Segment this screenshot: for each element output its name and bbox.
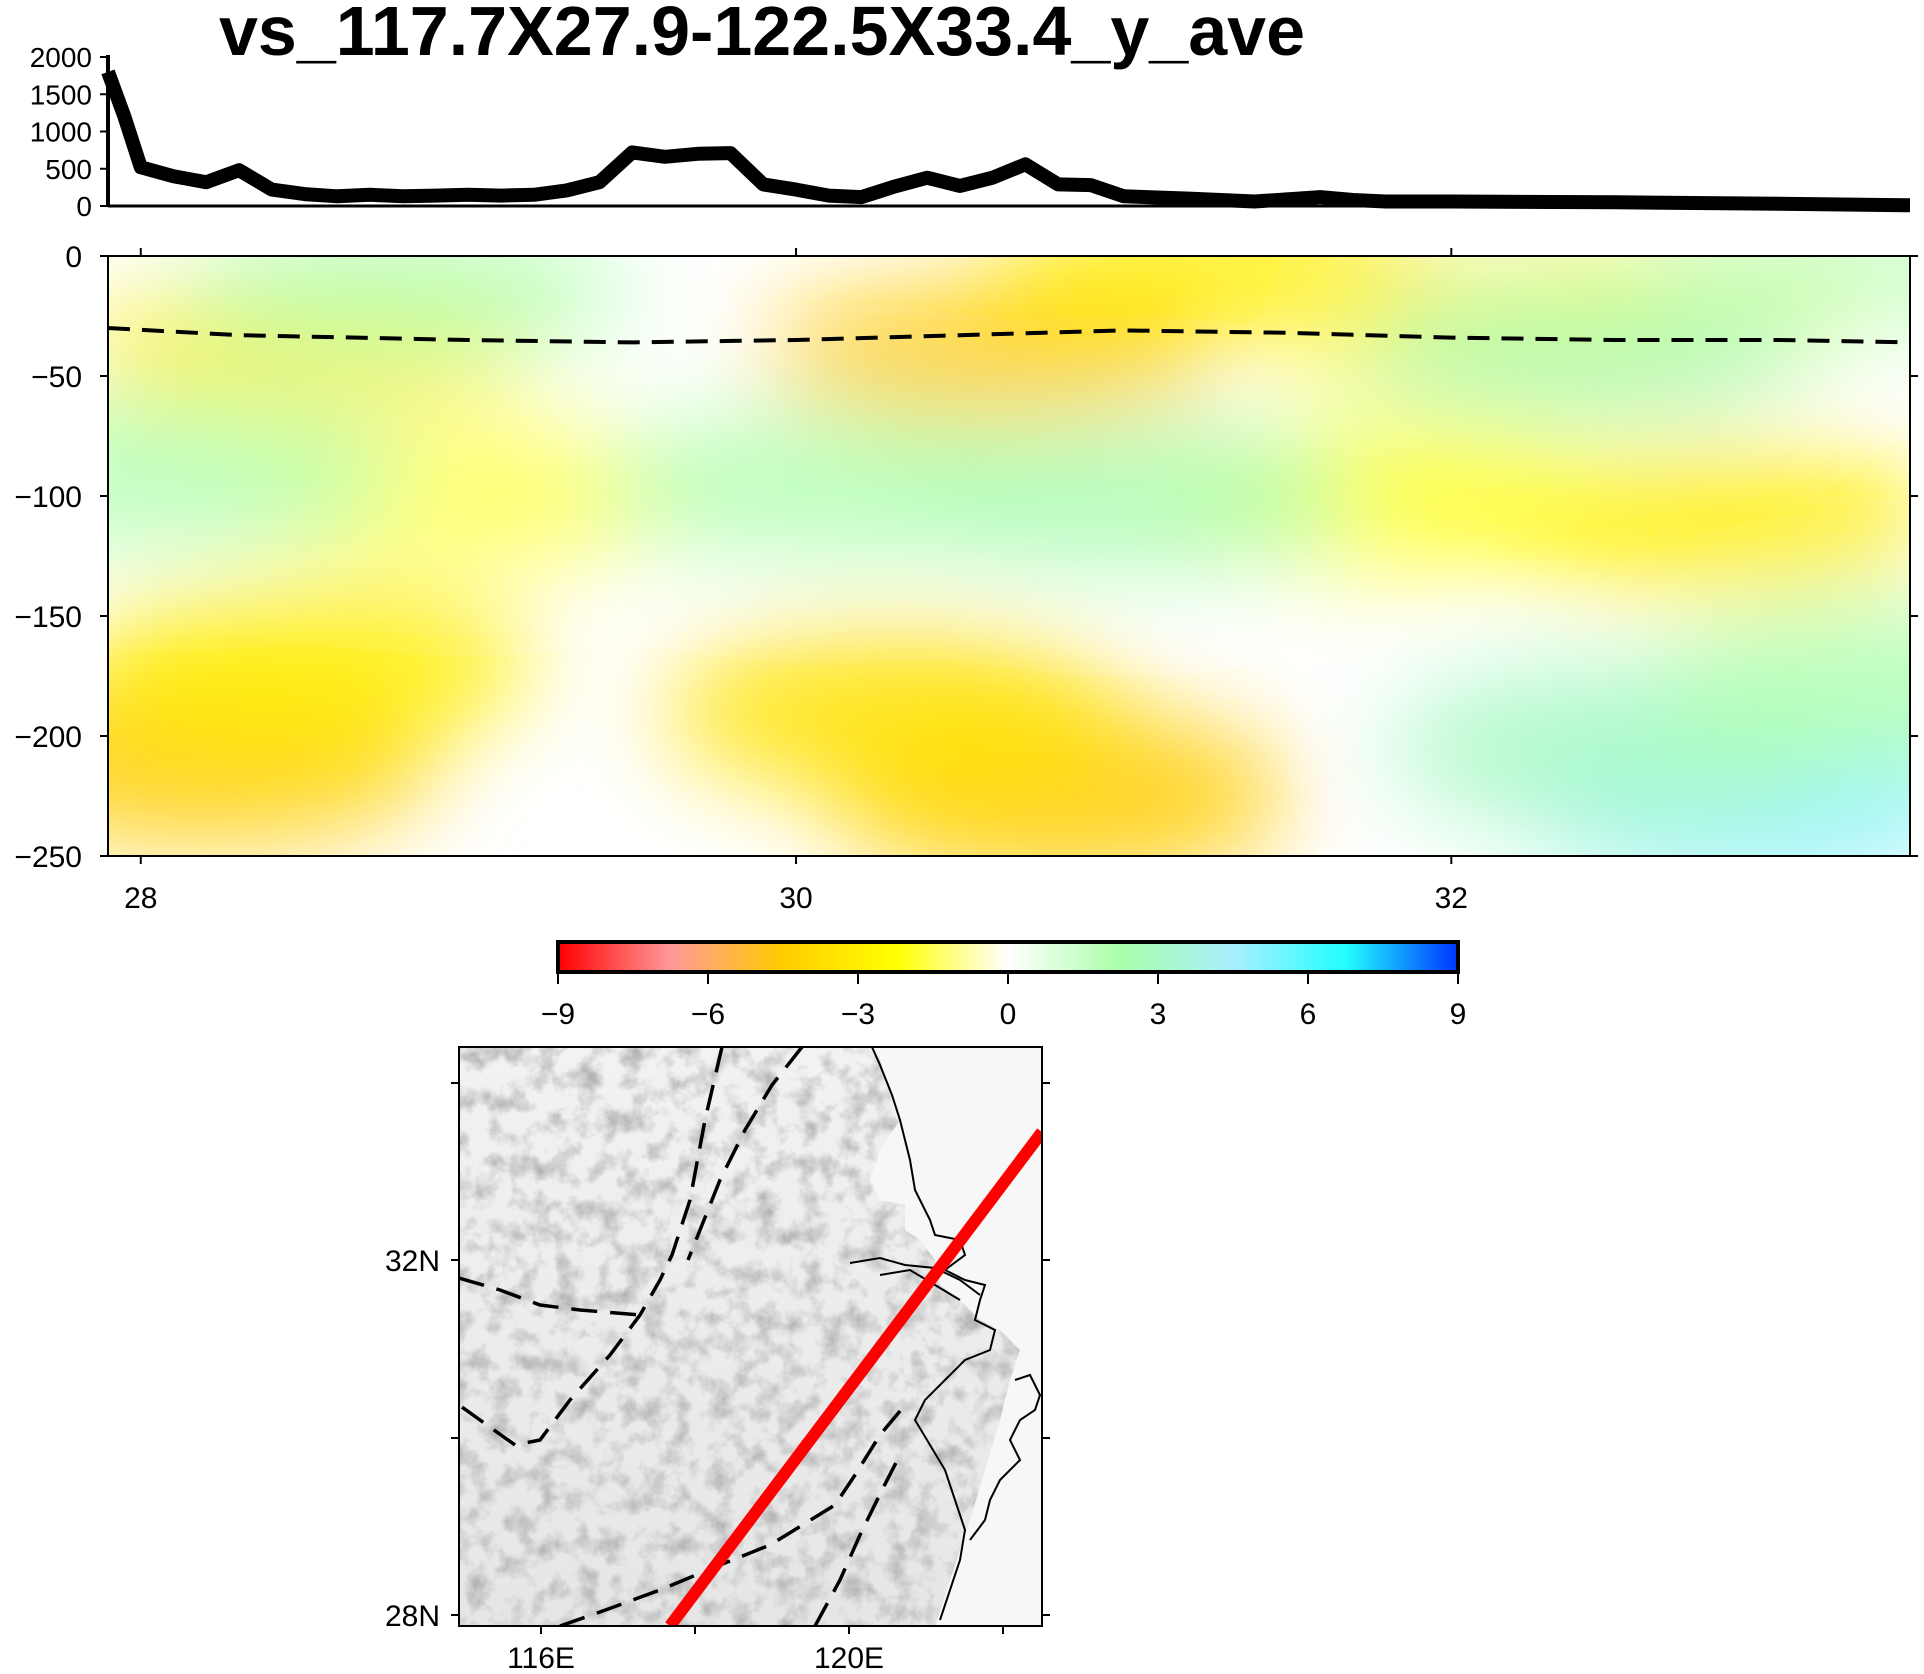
- colorbar-ticks: −9 −6 −3 0 3 6 9: [541, 972, 1466, 1031]
- topography-y-tick-label: 500: [45, 154, 92, 185]
- colorbar-tick-label: 6: [1300, 998, 1317, 1031]
- topography-line: [101, 69, 1911, 213]
- anomaly-patch: [1647, 256, 1910, 331]
- topography-chart: 2000 1500 1000 500 0: [30, 42, 1911, 222]
- anomaly-patch: [1647, 604, 1910, 772]
- anomaly-patch: [1352, 285, 1813, 419]
- velocity-anomaly-field: [108, 256, 1910, 856]
- topography-y-tick-label: 1000: [30, 117, 92, 148]
- section-x-tick-label: 32: [1435, 882, 1468, 915]
- section-y-tick-label: −250: [14, 841, 82, 874]
- section-y-tick-label: −200: [14, 721, 82, 754]
- section-y-tick-label: −50: [31, 361, 82, 394]
- fault-line-5: [813, 1454, 902, 1626]
- topography-y-tick-label: 2000: [30, 42, 92, 73]
- coastline: [871, 1047, 997, 1621]
- section-x-tick-label: 28: [124, 882, 157, 915]
- colorbar: −9 −6 −3 0 3 6 9: [541, 940, 1466, 1031]
- section-y-tick-label: −100: [14, 481, 82, 514]
- anomaly-patch: [992, 256, 1452, 331]
- fault-line-2: [686, 1047, 804, 1261]
- map-lat-tick-label: 32N: [385, 1245, 440, 1278]
- location-map: 116E 120E 32N 28N: [385, 1046, 1050, 1674]
- island-outline: [969, 1373, 1042, 1541]
- topography-y-ticks: 2000 1500 1000 500 0: [30, 42, 108, 222]
- section-y-tick-label: −150: [14, 601, 82, 634]
- colorbar-tick-label: −3: [841, 998, 875, 1031]
- anomaly-patch: [172, 256, 633, 356]
- section-frame: [107, 255, 1911, 857]
- topography-y-tick-label: 1500: [30, 79, 92, 110]
- moho-line: [108, 326, 1910, 345]
- yangtze-estuary: [849, 1256, 981, 1301]
- anomaly-patch: [893, 422, 1354, 570]
- colorbar-tick-label: −6: [691, 998, 725, 1031]
- map-lat-tick-label: 28N: [385, 1600, 440, 1633]
- colorbar-tick-label: 3: [1150, 998, 1167, 1031]
- section-y-ticks: 0 −50 −100 −150 −200 −250: [14, 241, 1918, 874]
- fault-line-3: [459, 1276, 641, 1317]
- anomaly-patch: [108, 581, 535, 747]
- map-lon-tick-label: 120E: [814, 1642, 884, 1674]
- colorbar-bar: [556, 940, 1460, 974]
- topography-y-tick-label: 0: [76, 191, 92, 222]
- anomaly-patch: [664, 627, 1125, 797]
- profile-line: [665, 1128, 1042, 1626]
- map-lon-tick-label: 116E: [507, 1642, 575, 1674]
- anomaly-patch: [108, 399, 404, 545]
- section-y-tick-label: 0: [65, 241, 82, 274]
- section-x-ticks: 28 30 32: [124, 248, 1468, 915]
- chart-title: vs_117.7X27.9-122.5X33.4_y_ave: [219, 0, 1305, 70]
- fault-line-1: [459, 1047, 724, 1447]
- fault-line-4: [559, 1403, 907, 1626]
- vs-section-chart: 0 −50 −100 −150 −200 −250 28 30 32: [14, 241, 1918, 915]
- colorbar-tick-label: 9: [1450, 998, 1467, 1031]
- map-ticks: 116E 120E 32N 28N: [385, 1082, 1050, 1674]
- colorbar-tick-label: −9: [541, 998, 575, 1031]
- map-frame: [458, 1046, 1043, 1627]
- section-x-tick-label: 30: [779, 882, 812, 915]
- colorbar-tick-label: 0: [1000, 998, 1017, 1031]
